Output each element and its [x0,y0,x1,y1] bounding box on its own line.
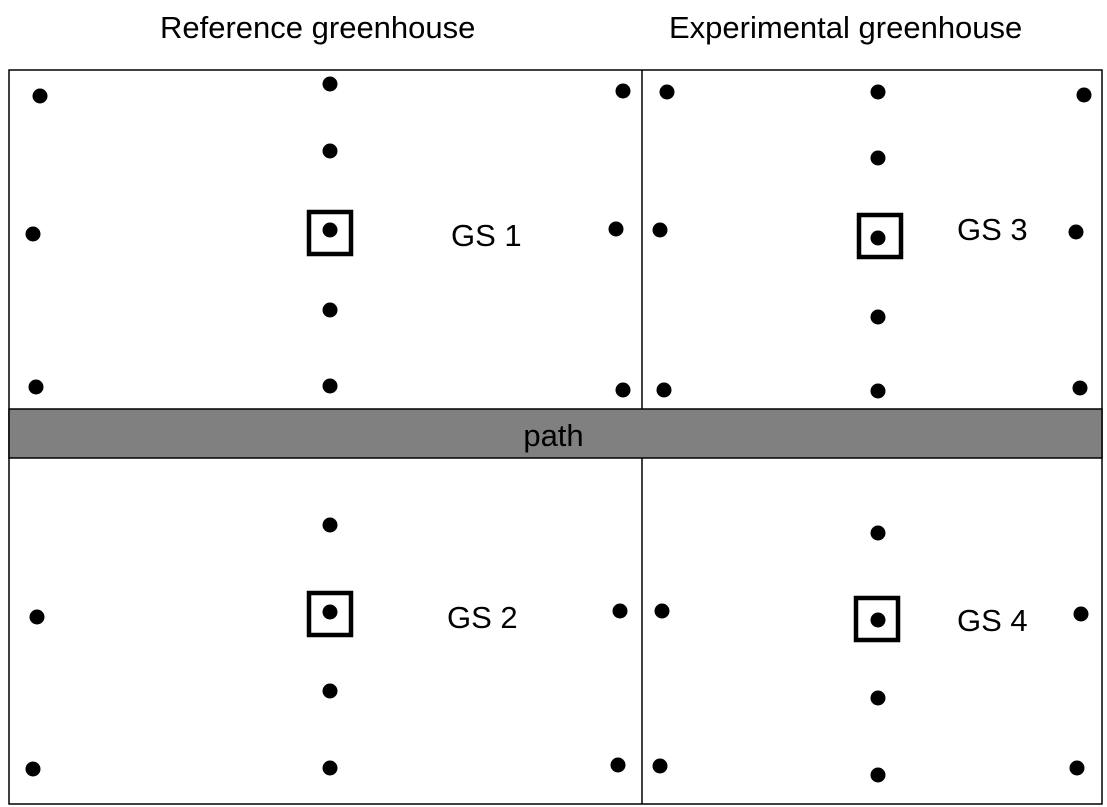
experimental-greenhouse-title: Experimental greenhouse [669,10,1023,45]
sensor-dot [322,222,338,238]
sensor-dot [322,760,338,776]
sensor-dot [1073,606,1089,622]
sensor-dot [870,383,886,399]
sensor-dot [870,612,886,628]
sensor-dot [322,517,338,533]
sensor-dot [615,83,631,99]
plot-label-gs4: GS 4 [957,603,1028,638]
sensor-dot [1069,760,1085,776]
sensor-dot [322,302,338,318]
sensor-dot [652,222,668,238]
sensor-dot [29,609,45,625]
plot-label-gs1: GS 1 [451,218,522,253]
sensor-dot [322,143,338,159]
sensor-dot [615,382,631,398]
sensor-dot [870,525,886,541]
sensor-dot [870,690,886,706]
sensor-dot [608,221,624,237]
sensor-dot [322,683,338,699]
sensor-dot [1072,380,1088,396]
sensor-dot [28,379,44,395]
sensor-dot [610,757,626,773]
sensor-dot [659,84,675,100]
marked-sensor-square [856,212,904,260]
sensor-dot [32,88,48,104]
sensor-dot [656,382,672,398]
sensor-dots [25,76,1092,783]
sensor-dot [1076,87,1092,103]
plot-label-gs2: GS 2 [447,600,518,635]
marked-sensors [306,209,904,643]
sensor-dot [612,603,628,619]
sensor-dot [322,76,338,92]
sensor-dot [322,604,338,620]
marked-sensor-square [306,590,354,638]
sensor-dot [25,761,41,777]
marked-sensor-square [306,209,354,257]
reference-greenhouse-title: Reference greenhouse [160,10,476,45]
sensor-dot [870,230,886,246]
sensor-dot [25,226,41,242]
marked-sensor-square [853,595,901,643]
sensor-dot [870,84,886,100]
sensor-dot [322,378,338,394]
sensor-dot [870,309,886,325]
sensor-dot [870,150,886,166]
sensor-dot [870,767,886,783]
path-strip [8,408,1103,459]
sensor-dot [654,603,670,619]
sensor-dot [652,758,668,774]
plot-label-gs3: GS 3 [957,212,1028,247]
sensor-dot [1068,224,1084,240]
path-label: path [523,418,584,453]
